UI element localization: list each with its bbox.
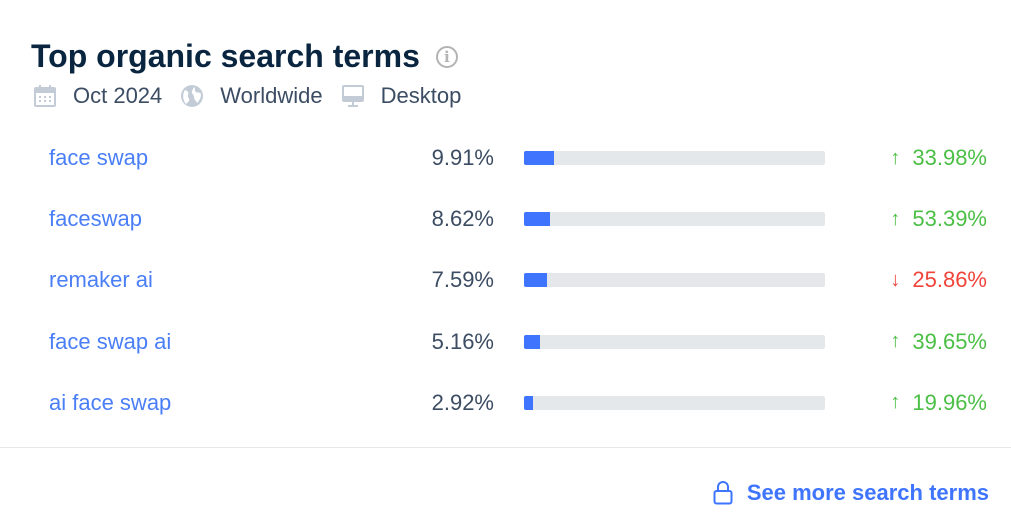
traffic-share: 7.59% <box>431 267 494 293</box>
term-row: remaker ai 7.59% ↓ 25.86% <box>0 260 1011 300</box>
change-value: ↑ 33.98% <box>890 145 987 171</box>
arrow-up-icon: ↑ <box>890 391 901 414</box>
change-value: ↑ 19.96% <box>890 390 987 416</box>
share-bar <box>524 395 825 410</box>
term-link[interactable]: face swap ai <box>49 328 172 354</box>
term-row: face swap 9.91% ↑ 33.98% <box>0 138 1011 178</box>
divider <box>0 447 1011 448</box>
calendar-icon <box>34 85 56 107</box>
date-label: Oct 2024 <box>73 83 163 108</box>
term-link[interactable]: ai face swap <box>49 389 172 415</box>
term-row: faceswap 8.62% ↑ 53.39% <box>0 199 1011 239</box>
info-icon[interactable]: i <box>435 45 458 68</box>
share-bar-fill <box>524 273 547 288</box>
change-text: 19.96% <box>912 389 987 415</box>
share-bar-fill <box>524 212 550 227</box>
see-more-label: See more search terms <box>746 480 989 505</box>
term-link[interactable]: remaker ai <box>49 267 153 293</box>
device-label: Desktop <box>380 83 462 108</box>
traffic-share: 5.16% <box>431 328 494 354</box>
term-link[interactable]: faceswap <box>49 206 142 232</box>
share-bar-fill <box>524 395 533 410</box>
change-value: ↑ 53.39% <box>890 206 987 232</box>
change-text: 25.86% <box>912 267 987 293</box>
change-value: ↓ 25.86% <box>890 267 987 293</box>
term-row: ai face swap 2.92% ↑ 19.96% <box>0 383 1011 423</box>
see-more-link[interactable]: See more search terms <box>713 480 989 506</box>
arrow-up-icon: ↑ <box>890 330 901 353</box>
traffic-share: 9.91% <box>431 145 494 170</box>
share-bar <box>524 334 825 349</box>
traffic-share: 8.62% <box>431 206 494 232</box>
traffic-share: 2.92% <box>431 389 494 415</box>
arrow-up-icon: ↑ <box>890 207 901 230</box>
share-bar-fill <box>524 334 540 349</box>
arrow-up-icon: ↑ <box>890 146 901 169</box>
term-link[interactable]: face swap <box>49 145 149 170</box>
desktop-icon <box>341 85 364 107</box>
change-text: 39.65% <box>912 328 987 354</box>
share-bar <box>524 212 825 227</box>
share-bar <box>524 273 825 288</box>
arrow-down-icon: ↓ <box>890 268 901 291</box>
lock-icon <box>713 481 733 505</box>
title-text: Top organic search terms <box>31 38 420 74</box>
region-label: Worldwide <box>220 83 323 108</box>
change-value: ↑ 39.65% <box>890 329 987 355</box>
change-text: 33.98% <box>912 145 987 170</box>
share-bar <box>524 151 825 165</box>
widget-title: Top organic search terms i <box>31 38 458 75</box>
filters-row: Oct 2024 Worldwide Desktop <box>33 83 479 109</box>
term-row: face swap ai 5.16% ↑ 39.65% <box>0 322 1011 362</box>
globe-icon <box>181 85 204 107</box>
share-bar-fill <box>524 151 554 165</box>
change-text: 53.39% <box>912 206 987 232</box>
